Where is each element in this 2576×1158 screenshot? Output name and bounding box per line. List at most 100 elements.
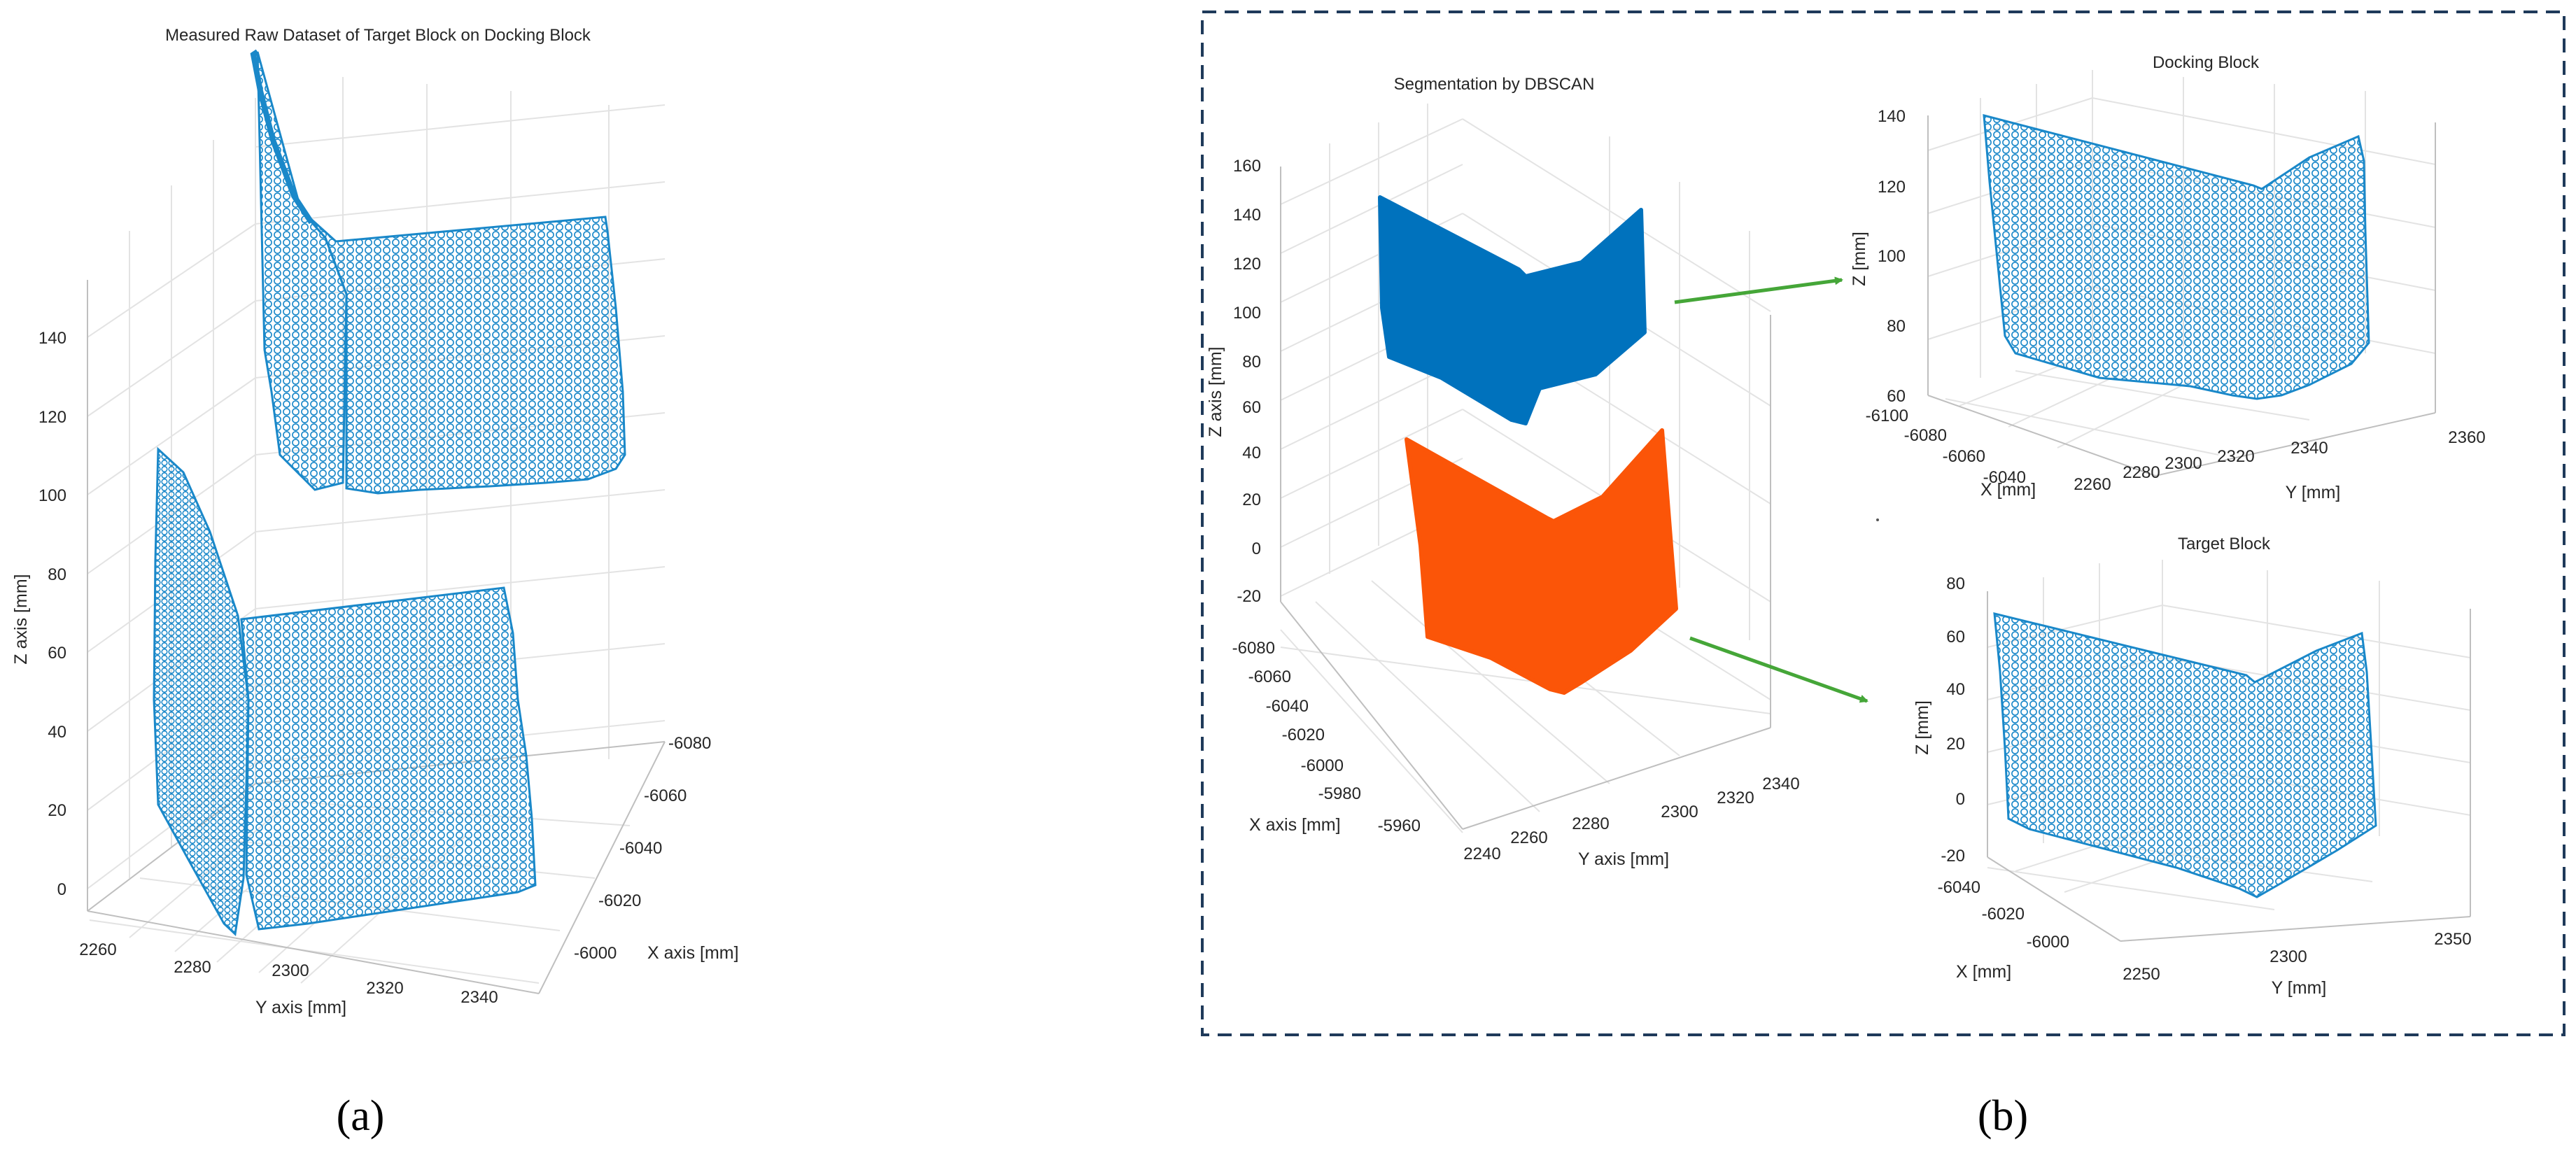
raw-z-axis-label: Z axis [mm] xyxy=(11,574,31,664)
raw-x-tick: -6080 xyxy=(668,734,711,753)
target-z-tick: 20 xyxy=(1946,735,1965,754)
raw-y-tick: 2300 xyxy=(272,961,309,980)
docking-x-tick: -6060 xyxy=(1943,447,1985,466)
target-x-axis-label: X [mm] xyxy=(1956,962,2011,982)
docking-z-tick: 60 xyxy=(1887,387,1906,406)
chart-docking-z-ticks: 140 120 100 80 60 xyxy=(1878,107,1906,406)
target-z-tick: 0 xyxy=(1956,790,1965,809)
dbscan-z-tick: 160 xyxy=(1233,157,1261,176)
dbscan-x-tick: -5960 xyxy=(1378,817,1421,835)
docking-z-tick: 80 xyxy=(1887,317,1906,336)
arrow-to-target xyxy=(1689,636,1868,703)
raw-y-axis-label: Y axis [mm] xyxy=(255,998,346,1017)
chart-raw-series-target xyxy=(153,446,537,937)
docking-y-tick: 2340 xyxy=(2290,439,2328,458)
raw-docking-top-edge xyxy=(250,49,314,225)
target-point-cloud xyxy=(1993,612,2377,898)
raw-z-tick: 0 xyxy=(57,880,66,899)
chart-target-title: Target Block xyxy=(2178,535,2271,553)
panel-b: Segmentation by DBSCAN xyxy=(1201,10,2566,1140)
panel-label-b: (b) xyxy=(1978,1092,2028,1140)
target-z-tick: 40 xyxy=(1946,680,1965,699)
chart-raw-z-ticks: 140 120 100 80 60 40 20 0 xyxy=(38,329,66,899)
dbscan-y-axis-label: Y axis [mm] xyxy=(1578,849,1669,869)
target-z-tick: 80 xyxy=(1946,574,1965,593)
raw-target-right-wall xyxy=(240,586,537,931)
panel-b-dashed-border xyxy=(1201,10,2566,1036)
stray-mark xyxy=(1876,518,1879,521)
target-y-tick: 2350 xyxy=(2434,930,2471,949)
raw-z-tick: 40 xyxy=(48,723,66,742)
dbscan-z-tick: 140 xyxy=(1233,206,1261,225)
dbscan-z-tick: 20 xyxy=(1242,490,1261,509)
docking-z-tick: 100 xyxy=(1878,247,1906,266)
chart-docking: Docking Block xyxy=(1850,53,2486,502)
raw-z-tick: 100 xyxy=(38,486,66,505)
raw-z-tick: 120 xyxy=(38,408,66,427)
target-x-tick: -6000 xyxy=(2027,933,2069,952)
raw-z-tick: 140 xyxy=(38,329,66,348)
dbscan-cluster-docking xyxy=(1378,195,1647,425)
chart-dbscan-z-ticks: 160 140 120 100 80 60 40 20 0 -20 xyxy=(1233,157,1261,606)
chart-dbscan: Segmentation by DBSCAN xyxy=(1206,75,1868,869)
dbscan-y-tick: 2240 xyxy=(1463,845,1500,863)
raw-x-tick: -6000 xyxy=(574,944,617,963)
raw-z-tick: 20 xyxy=(48,801,66,820)
dbscan-y-tick: 2260 xyxy=(1510,828,1547,847)
raw-docking-left-wall xyxy=(256,51,348,491)
docking-y-tick: 2280 xyxy=(2123,463,2160,482)
chart-dbscan-axes xyxy=(1280,167,1771,830)
dbscan-z-tick: 120 xyxy=(1233,255,1261,274)
chart-raw-x-ticks: -6080 -6060 -6040 -6020 -6000 xyxy=(574,734,711,963)
chart-dbscan-grid xyxy=(1280,104,1771,833)
docking-x-tick: -6040 xyxy=(1983,468,2026,487)
docking-x-tick: -6080 xyxy=(1904,426,1947,445)
docking-x-axis-label: X [mm] xyxy=(1980,480,2036,500)
chart-target-z-ticks: 80 60 40 20 0 -20 xyxy=(1941,574,1965,866)
target-z-axis-label: Z [mm] xyxy=(1913,700,1932,755)
raw-x-tick: -6060 xyxy=(644,786,687,805)
docking-x-tick: -6100 xyxy=(1866,407,1908,425)
raw-target-left-wall xyxy=(153,446,250,937)
docking-y-tick: 2320 xyxy=(2217,447,2254,466)
chart-raw-series-docking xyxy=(250,49,626,495)
dbscan-x-axis-label: X axis [mm] xyxy=(1249,815,1341,835)
dbscan-z-tick: 80 xyxy=(1242,353,1261,372)
dbscan-z-tick: 0 xyxy=(1252,539,1261,558)
target-z-tick: 60 xyxy=(1946,628,1965,647)
dbscan-z-tick: 40 xyxy=(1242,444,1261,463)
dbscan-z-tick: 60 xyxy=(1242,398,1261,417)
chart-raw-y-ticks: 2260 2280 2300 2320 2340 xyxy=(79,940,498,1007)
dbscan-cluster-target xyxy=(1405,428,1678,695)
dbscan-y-tick: 2280 xyxy=(1572,814,1609,833)
raw-y-tick: 2260 xyxy=(79,940,116,959)
chart-dbscan-x-ticks: -6080 -6060 -6040 -6020 -6000 -5980 -596… xyxy=(1232,639,1421,835)
raw-y-tick: 2280 xyxy=(174,958,211,977)
dbscan-y-tick: 2300 xyxy=(1661,803,1698,821)
chart-target-x-ticks: -6040 -6020 -6000 xyxy=(1938,878,2069,952)
target-y-tick: 2300 xyxy=(2269,947,2307,966)
arrow-to-docking xyxy=(1674,276,1843,304)
docking-point-cloud xyxy=(1983,114,2370,400)
dbscan-z-tick: 100 xyxy=(1233,304,1261,323)
chart-dbscan-y-ticks: 2240 2260 2280 2300 2320 2340 xyxy=(1463,775,1799,863)
dbscan-z-tick: -20 xyxy=(1237,587,1261,606)
target-y-axis-label: Y [mm] xyxy=(2272,978,2327,998)
raw-docking-right-wall xyxy=(300,209,626,495)
raw-x-tick: -6020 xyxy=(598,891,641,910)
chart-docking-x-ticks: -6100 -6080 -6060 -6040 xyxy=(1866,407,2026,487)
chart-docking-y-ticks: 2260 2280 2300 2320 2340 2360 xyxy=(2074,428,2485,494)
dbscan-x-tick: -6080 xyxy=(1232,639,1275,658)
docking-z-axis-label: Z [mm] xyxy=(1850,232,1869,286)
raw-y-tick: 2340 xyxy=(460,988,498,1007)
chart-raw-title: Measured Raw Dataset of Target Block on … xyxy=(165,26,591,45)
panel-label-a: (a) xyxy=(337,1092,385,1140)
dbscan-y-tick: 2320 xyxy=(1717,789,1754,807)
raw-x-axis-label: X axis [mm] xyxy=(647,943,739,963)
raw-z-tick: 60 xyxy=(48,644,66,663)
dbscan-x-tick: -6060 xyxy=(1248,668,1291,686)
docking-y-axis-label: Y [mm] xyxy=(2286,483,2341,502)
dbscan-z-axis-label: Z axis [mm] xyxy=(1206,346,1225,437)
docking-z-tick: 120 xyxy=(1878,178,1906,197)
